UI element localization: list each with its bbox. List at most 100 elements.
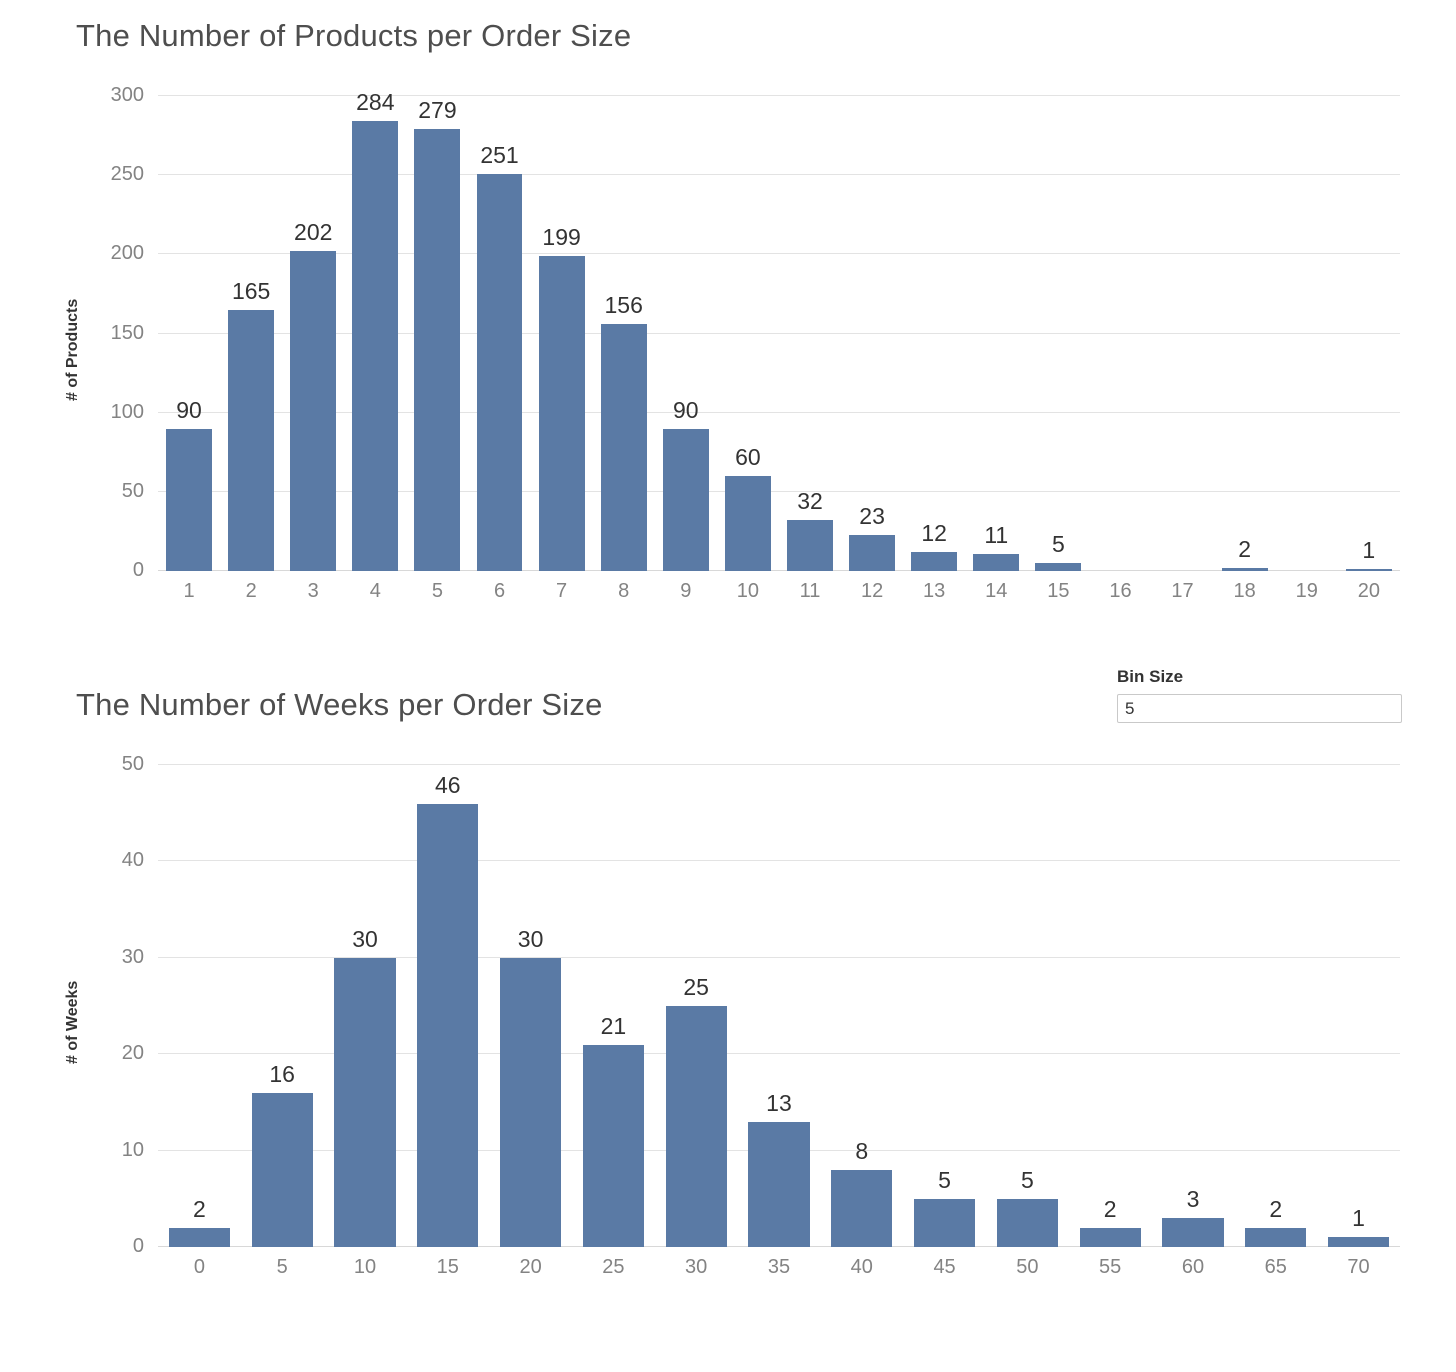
bar[interactable] bbox=[911, 552, 958, 571]
y-tick-label: 150 bbox=[110, 321, 144, 344]
y-tick-label: 40 bbox=[121, 849, 144, 872]
bar-column: 284 bbox=[344, 89, 406, 571]
bar-value-label: 202 bbox=[294, 219, 333, 246]
gridline bbox=[158, 332, 1400, 334]
bar[interactable] bbox=[1327, 1237, 1390, 1247]
x-tick-label: 3 bbox=[307, 580, 319, 602]
bar-column: 21 bbox=[572, 765, 655, 1247]
bar[interactable] bbox=[251, 1092, 313, 1247]
bar[interactable] bbox=[724, 476, 771, 571]
x-tick-label: 17 bbox=[1171, 580, 1194, 602]
bar[interactable] bbox=[662, 428, 709, 571]
bar-column: 202 bbox=[282, 96, 344, 571]
y-tick-label: 0 bbox=[132, 559, 144, 581]
gridline bbox=[158, 490, 1400, 492]
bar-column: 30 bbox=[324, 765, 407, 1247]
x-tick-label: 2 bbox=[245, 580, 257, 602]
x-tick-label: 60 bbox=[1181, 1256, 1205, 1278]
bar-value-label: 284 bbox=[356, 89, 395, 116]
bar-column: 2 bbox=[158, 765, 241, 1247]
products-plot-area: 0 50 100 150 200 250 300 90 165 202 284 279 251 199 15… bbox=[111, 84, 1400, 581]
bar[interactable] bbox=[600, 324, 647, 571]
x-tick-label: 11 bbox=[799, 580, 821, 602]
bar[interactable] bbox=[334, 957, 396, 1247]
y-tick-label: 200 bbox=[110, 242, 144, 265]
x-tick-label: 55 bbox=[1099, 1256, 1122, 1278]
bar-value-label: 5 bbox=[1020, 1166, 1034, 1193]
bar[interactable] bbox=[1245, 1227, 1307, 1247]
bar-column: 156 bbox=[593, 96, 655, 571]
products-chart-section: The Number of Products per Order Size # … bbox=[40, 18, 1416, 603]
bar[interactable] bbox=[228, 309, 275, 571]
x-tick-label: 6 bbox=[493, 580, 506, 602]
x-tick-label: 8 bbox=[618, 580, 630, 602]
bar[interactable] bbox=[849, 534, 896, 571]
bar-value-label: 2 bbox=[1103, 1195, 1117, 1222]
y-tick-label: 0 bbox=[132, 1235, 144, 1257]
bar-value-label: 279 bbox=[418, 97, 457, 124]
bar[interactable] bbox=[913, 1198, 976, 1247]
bar-column: 46 bbox=[406, 765, 489, 1247]
bar[interactable] bbox=[166, 428, 213, 571]
bar[interactable] bbox=[582, 1044, 645, 1247]
bar[interactable] bbox=[665, 1006, 727, 1247]
bar[interactable] bbox=[352, 121, 399, 571]
x-tick-label: 19 bbox=[1295, 580, 1318, 602]
bar-value-label: 25 bbox=[683, 974, 709, 1000]
bar[interactable] bbox=[973, 553, 1020, 571]
bar[interactable] bbox=[1079, 1227, 1141, 1247]
bar[interactable] bbox=[1221, 567, 1268, 571]
x-tick-label: 7 bbox=[556, 580, 568, 602]
bar[interactable] bbox=[417, 803, 479, 1247]
bar-value-label: 23 bbox=[859, 502, 885, 529]
bin-size-input[interactable] bbox=[1117, 694, 1402, 723]
y-tick-label: 300 bbox=[110, 84, 144, 106]
bar[interactable] bbox=[499, 957, 562, 1247]
y-tick-label: 10 bbox=[121, 1138, 144, 1161]
bar-value-label: 2 bbox=[1269, 1195, 1283, 1222]
bar[interactable] bbox=[787, 520, 833, 571]
x-tick-label: 9 bbox=[680, 580, 692, 602]
x-tick-label: 25 bbox=[602, 1256, 625, 1278]
bar-column: 90 bbox=[158, 96, 220, 571]
bar[interactable] bbox=[748, 1121, 810, 1247]
weeks-plot-area: 0 10 20 30 40 50 2 16 30 46 30 21 25 13 8 5 5 2 3 2 1 bbox=[122, 753, 1400, 1257]
bar-column: 2 bbox=[1234, 765, 1317, 1247]
bar[interactable] bbox=[996, 1198, 1058, 1247]
bar-column: 2 bbox=[1214, 96, 1276, 571]
x-tick-label: 10 bbox=[353, 1256, 377, 1278]
bar-column: 60 bbox=[717, 96, 779, 571]
x-tick-label: 5 bbox=[431, 580, 443, 602]
bar-column bbox=[1276, 96, 1338, 571]
bar-column: 8 bbox=[820, 765, 903, 1247]
bar[interactable] bbox=[831, 1169, 893, 1247]
bar[interactable] bbox=[1345, 569, 1392, 571]
bar[interactable] bbox=[1162, 1218, 1224, 1247]
bar[interactable] bbox=[414, 129, 461, 571]
products-y-axis-label: # of Products bbox=[64, 298, 81, 401]
bar-column: 1 bbox=[1317, 765, 1400, 1247]
bar-value-label: 21 bbox=[600, 1012, 627, 1039]
bar[interactable] bbox=[1035, 563, 1082, 571]
x-tick-label: 50 bbox=[1016, 1256, 1039, 1278]
y-tick-label: 30 bbox=[121, 945, 144, 968]
bar-value-label: 32 bbox=[797, 488, 823, 515]
bar-value-label: 165 bbox=[231, 277, 271, 304]
bar-column: 279 bbox=[406, 96, 468, 571]
bar[interactable] bbox=[168, 1227, 231, 1247]
gridline bbox=[158, 860, 1400, 862]
bar-column: 199 bbox=[531, 96, 593, 571]
x-tick-label: 30 bbox=[685, 1256, 708, 1278]
bar[interactable] bbox=[290, 251, 337, 571]
bar-value-label: 5 bbox=[1051, 531, 1065, 558]
bar[interactable] bbox=[538, 255, 585, 571]
bar[interactable] bbox=[476, 173, 523, 571]
x-tick-label: 13 bbox=[923, 580, 946, 602]
bar-value-label: 16 bbox=[269, 1060, 295, 1087]
products-x-axis: 1 2 3 4 5 6 7 8 9 10 11 12 13 14 15 16 17 18 19 20 bbox=[158, 580, 1400, 603]
bar-column: 165 bbox=[220, 96, 282, 571]
bar-column: 2 bbox=[1069, 765, 1152, 1247]
y-tick-label: 100 bbox=[110, 400, 144, 423]
bar-value-label: 90 bbox=[673, 396, 699, 423]
